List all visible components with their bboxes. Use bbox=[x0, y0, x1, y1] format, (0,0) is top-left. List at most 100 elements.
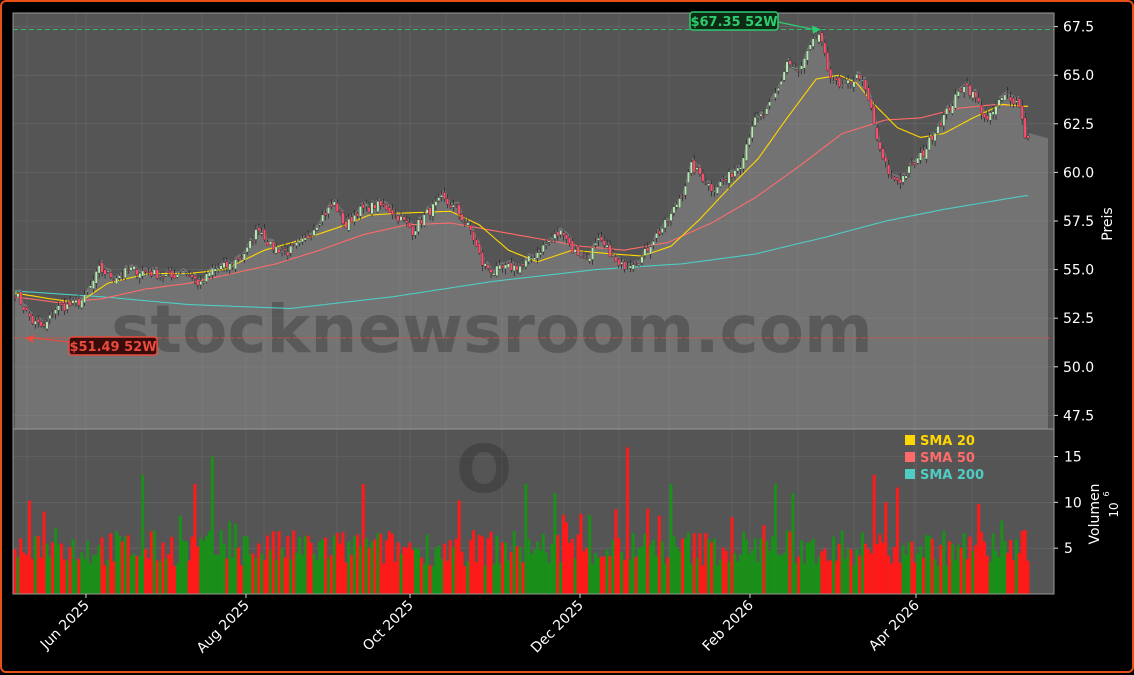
candle-body bbox=[338, 210, 342, 212]
volume-bar bbox=[631, 533, 635, 594]
volume-bar bbox=[762, 525, 766, 594]
volume-bar bbox=[608, 556, 612, 594]
candle-body bbox=[997, 99, 1001, 106]
candle-body bbox=[597, 238, 600, 241]
volume-bar bbox=[939, 544, 943, 594]
volume-bar bbox=[646, 508, 650, 594]
candle-body bbox=[118, 275, 121, 279]
volume-bar bbox=[713, 538, 717, 594]
candle-body bbox=[199, 281, 203, 285]
volume-bar bbox=[129, 555, 133, 594]
volume-bar bbox=[785, 530, 789, 594]
candle-body bbox=[562, 232, 565, 236]
volume-bar bbox=[364, 538, 368, 594]
candle-body bbox=[962, 86, 966, 93]
candle-body bbox=[791, 66, 795, 68]
candle-body bbox=[779, 81, 783, 85]
volume-bar bbox=[33, 536, 37, 594]
volume-bar bbox=[242, 536, 246, 594]
volume-bar bbox=[263, 559, 267, 594]
volume-bar bbox=[649, 544, 653, 594]
candle-body bbox=[19, 291, 23, 305]
candle-body bbox=[704, 183, 708, 185]
volume-bar bbox=[936, 565, 940, 594]
volume-bar bbox=[657, 515, 661, 594]
candle-body bbox=[1023, 117, 1027, 139]
candle-body bbox=[231, 265, 235, 267]
volume-bar bbox=[25, 554, 29, 594]
candle-body bbox=[550, 238, 554, 240]
candle-body bbox=[155, 269, 159, 279]
volume-bar bbox=[1017, 553, 1021, 594]
candle-body bbox=[698, 166, 702, 175]
volume-bar bbox=[614, 509, 618, 594]
volume-bar bbox=[181, 540, 185, 594]
volume-bar bbox=[832, 536, 836, 594]
candle-body bbox=[393, 212, 397, 214]
volume-bar bbox=[924, 535, 928, 594]
volume-bar bbox=[83, 558, 87, 594]
candle-body bbox=[361, 204, 365, 209]
high-52w-arrow bbox=[777, 21, 815, 31]
candle-body bbox=[652, 241, 655, 246]
volume-bar bbox=[405, 547, 409, 594]
price-tick-label: 50.0 bbox=[1063, 360, 1094, 376]
volume-bar bbox=[669, 484, 673, 594]
candle-body bbox=[658, 230, 661, 235]
candle-body bbox=[164, 274, 168, 277]
volume-bar bbox=[524, 484, 528, 594]
candle-body bbox=[428, 207, 432, 216]
candle-body bbox=[605, 245, 609, 248]
candle-body bbox=[123, 267, 127, 279]
volume-bar bbox=[112, 561, 116, 594]
volume-bar bbox=[443, 543, 447, 594]
candle-body bbox=[666, 221, 670, 223]
price-tick-label: 52.5 bbox=[1063, 311, 1094, 327]
volume-bar bbox=[681, 538, 685, 594]
legend-swatch bbox=[905, 435, 915, 445]
low-52w-box bbox=[68, 336, 158, 356]
candle-body bbox=[469, 225, 473, 231]
volume-bar bbox=[1023, 530, 1027, 594]
volume-bar bbox=[541, 533, 545, 594]
candle-body bbox=[707, 183, 711, 186]
candle-body bbox=[434, 201, 438, 206]
volume-bar bbox=[756, 562, 760, 594]
candle-body bbox=[454, 204, 458, 206]
volume-bar bbox=[437, 545, 441, 594]
volume-bar bbox=[132, 553, 136, 594]
candle-body bbox=[678, 198, 682, 208]
volume-bar bbox=[170, 536, 174, 594]
candle-body bbox=[353, 215, 356, 222]
volume-bar bbox=[344, 562, 348, 594]
volume-bar bbox=[414, 547, 418, 594]
volume-bar bbox=[652, 539, 656, 594]
volume-bar bbox=[103, 565, 107, 594]
candle-body bbox=[121, 274, 124, 277]
candle-body bbox=[269, 241, 272, 245]
volume-bar bbox=[817, 556, 821, 594]
candle-body bbox=[405, 220, 409, 223]
candle-body bbox=[643, 248, 647, 256]
volume-bar bbox=[283, 557, 287, 594]
candle-body bbox=[196, 279, 200, 286]
candle-body bbox=[681, 195, 684, 198]
candle-body bbox=[541, 244, 545, 253]
volume-bar bbox=[588, 515, 592, 594]
candle-body bbox=[1015, 100, 1018, 103]
volume-bar bbox=[878, 534, 882, 594]
volume-bar bbox=[977, 503, 981, 594]
volume-bars bbox=[13, 447, 1030, 594]
volume-bar bbox=[959, 547, 963, 594]
candle-body bbox=[129, 267, 133, 271]
volume-bar bbox=[962, 533, 966, 594]
candle-body bbox=[54, 309, 57, 314]
volume-bar bbox=[144, 548, 148, 594]
volume-bar bbox=[434, 548, 438, 594]
candle-body bbox=[1009, 96, 1012, 102]
volume-bar bbox=[117, 535, 121, 594]
volume-bar bbox=[326, 558, 330, 594]
candle-body bbox=[835, 78, 838, 81]
volume-bar bbox=[222, 543, 226, 594]
candle-body bbox=[376, 201, 380, 212]
